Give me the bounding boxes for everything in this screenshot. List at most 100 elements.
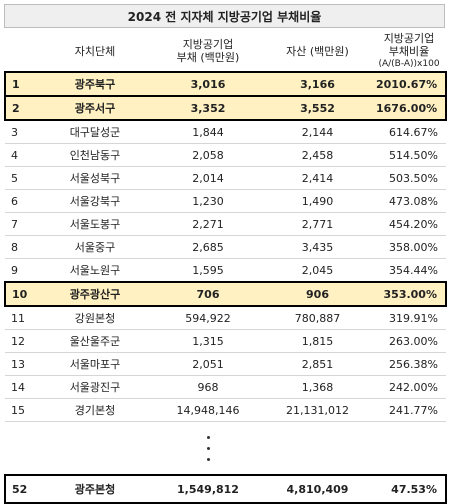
name-cell: 인천남동구 — [37, 143, 153, 167]
name-cell: 경기본청 — [37, 398, 153, 422]
ratio-cell: 353.00% — [372, 281, 447, 307]
table-title: 2024 전 지자체 지방공기업 부채비율 — [4, 4, 445, 28]
ratio-cell: 354.44% — [372, 258, 446, 283]
asset-cell: 3,552 — [263, 95, 372, 121]
name-cell: 서울마포구 — [37, 352, 153, 376]
debt-cell: 1,844 — [153, 120, 263, 144]
debt-header-line2: 부채 (백만원) — [176, 51, 240, 64]
debt-cell: 14,948,146 — [153, 398, 263, 422]
rank-cell: 7 — [5, 212, 37, 236]
ratio-cell: 454.20% — [372, 212, 446, 236]
name-cell: 광주광산구 — [37, 281, 153, 307]
debt-ratio-table: 자치단체 지방공기업 부채 (백만원) 자산 (백만원) 지방공기업 부채비율 … — [4, 31, 447, 504]
ratio-cell: 614.67% — [372, 120, 446, 144]
name-cell: 서울광진구 — [37, 375, 153, 399]
asset-cell: 2,144 — [263, 120, 372, 144]
debt-cell: 2,685 — [153, 235, 263, 259]
rank-cell: 52 — [4, 474, 37, 504]
ratio-cell: 242.00% — [372, 375, 446, 399]
name-cell: 대구달성군 — [37, 120, 153, 144]
ratio-cell: 256.38% — [372, 352, 446, 376]
table-row: 14 서울광진구 968 1,368 242.00% — [5, 375, 446, 399]
debt-cell: 1,230 — [153, 189, 263, 213]
table-row: 5 서울성북구 2,014 2,414 503.50% — [5, 166, 446, 190]
document-page: 2024 전 지자체 지방공기업 부채비율 자치단체 지방공기업 부채 (백만원… — [4, 4, 447, 504]
ratio-cell: 319.91% — [372, 306, 446, 330]
name-cell: 서울강북구 — [37, 189, 153, 213]
ratio-cell: 2010.67% — [372, 71, 447, 97]
ratio-cell: 47.53% — [372, 474, 447, 504]
name-cell: 서울노원구 — [37, 258, 153, 283]
asset-cell: 1,815 — [263, 329, 372, 353]
debt-cell: 2,058 — [153, 143, 263, 167]
rank-cell: 14 — [5, 375, 37, 399]
debt-cell: 2,271 — [153, 212, 263, 236]
rank-cell: 11 — [5, 306, 37, 330]
table-row-last: 52 광주본청 1,549,812 4,810,409 47.53% — [4, 474, 447, 504]
table-row: 10 광주광산구 706 906 353.00% — [4, 281, 447, 307]
name-cell: 광주본청 — [37, 474, 153, 504]
rank-cell: 6 — [5, 189, 37, 213]
rank-cell: 8 — [5, 235, 37, 259]
name-cell: 서울중구 — [37, 235, 153, 259]
asset-cell: 2,414 — [263, 166, 372, 190]
name-header: 자치단체 — [37, 31, 153, 73]
rank-cell: 1 — [4, 71, 37, 97]
rank-cell: 3 — [5, 120, 37, 144]
asset-cell: 2,771 — [263, 212, 372, 236]
debt-cell: 706 — [153, 281, 263, 307]
ratio-cell: 1676.00% — [372, 95, 447, 121]
debt-cell: 3,352 — [153, 95, 263, 121]
rank-cell: 2 — [4, 95, 37, 121]
debt-cell: 3,016 — [153, 71, 263, 97]
rank-cell: 9 — [5, 258, 37, 283]
table-body: 1 광주북구 3,016 3,166 2010.67% 2 광주서구 3,352 3,552 16… — [4, 71, 447, 422]
asset-cell: 2,458 — [263, 143, 372, 167]
name-cell: 서울도봉구 — [37, 212, 153, 236]
table-row: 15 경기본청 14,948,146 21,131,012 241.77% — [5, 398, 446, 422]
debt-header: 지방공기업 부채 (백만원) — [153, 31, 263, 73]
ratio-cell: 358.00% — [372, 235, 446, 259]
asset-cell: 906 — [263, 281, 372, 307]
ratio-cell: 263.00% — [372, 329, 446, 353]
debt-cell: 1,549,812 — [153, 474, 263, 504]
name-cell: 광주서구 — [37, 95, 153, 121]
asset-cell: 3,435 — [263, 235, 372, 259]
asset-header: 자산 (백만원) — [263, 31, 372, 73]
table-row: 12 울산울주군 1,315 1,815 263.00% — [5, 329, 446, 353]
asset-cell: 1,490 — [263, 189, 372, 213]
debt-cell: 594,922 — [153, 306, 263, 330]
name-cell: 서울성북구 — [37, 166, 153, 190]
table-row: 2 광주서구 3,352 3,552 1676.00% — [4, 95, 447, 121]
asset-cell: 4,810,409 — [263, 474, 372, 504]
table-row: 7 서울도봉구 2,271 2,771 454.20% — [5, 212, 446, 236]
table-row: 4 인천남동구 2,058 2,458 514.50% — [5, 143, 446, 167]
table-row: 13 서울마포구 2,051 2,851 256.38% — [5, 352, 446, 376]
table-row: 3 대구달성군 1,844 2,144 614.67% — [5, 120, 446, 144]
ratio-header: 지방공기업 부채비율 (A/(B-A))x100 — [372, 31, 446, 73]
ratio-header-line1: 지방공기업 — [383, 31, 435, 45]
rank-cell: 13 — [5, 352, 37, 376]
rank-cell: 4 — [5, 143, 37, 167]
rank-cell: 12 — [5, 329, 37, 353]
ratio-cell: 503.50% — [372, 166, 446, 190]
header-row: 자치단체 지방공기업 부채 (백만원) 자산 (백만원) 지방공기업 부채비율 … — [5, 31, 446, 73]
asset-cell: 2,045 — [263, 258, 372, 283]
ellipsis-dots — [157, 435, 259, 461]
name-cell: 강원본청 — [37, 306, 153, 330]
ratio-header-line2: 부채비율 — [388, 44, 430, 58]
ratio-cell: 241.77% — [372, 398, 446, 422]
debt-cell: 1,595 — [153, 258, 263, 283]
table-row: 9 서울노원구 1,595 2,045 354.44% — [5, 258, 446, 283]
name-cell: 광주북구 — [37, 71, 153, 97]
ratio-cell: 514.50% — [372, 143, 446, 167]
asset-cell: 21,131,012 — [263, 398, 372, 422]
debt-cell: 1,315 — [153, 329, 263, 353]
table-row: 1 광주북구 3,016 3,166 2010.67% — [4, 71, 447, 97]
rank-cell: 15 — [5, 398, 37, 422]
ratio-header-line3: (A/(B-A))x100 — [378, 58, 440, 69]
table-row: 11 강원본청 594,922 780,887 319.91% — [5, 306, 446, 330]
asset-cell: 2,851 — [263, 352, 372, 376]
asset-cell: 3,166 — [263, 71, 372, 97]
rank-header — [5, 31, 37, 73]
